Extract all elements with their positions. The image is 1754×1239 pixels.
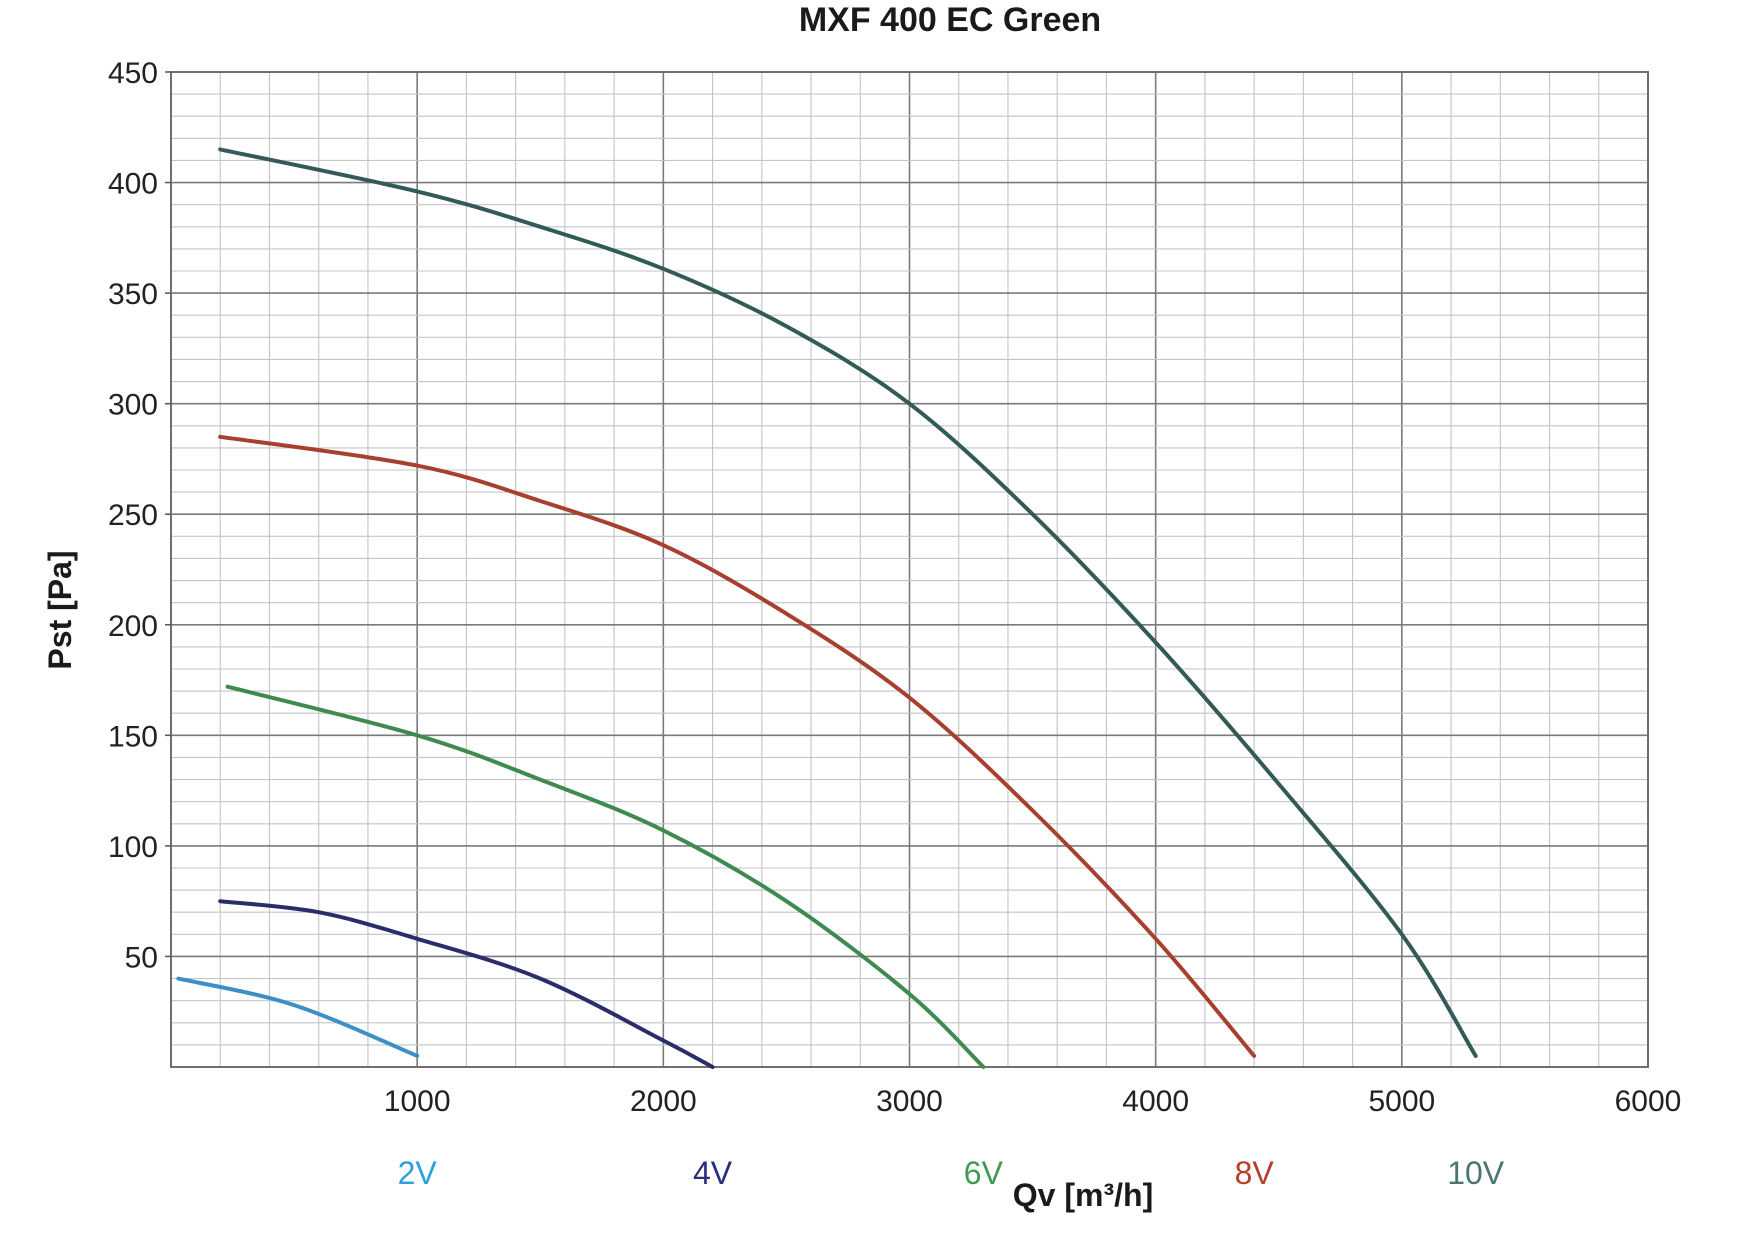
x-tick-label: 5000: [1368, 1085, 1435, 1118]
x-tick-label: 1000: [384, 1085, 451, 1118]
x-axis-ticks: 1000 2000 3000 4000 5000 6000: [384, 1085, 1682, 1118]
series-labels: 2V 4V 6V 8V 10V: [398, 1155, 1505, 1191]
x-tick-label: 6000: [1615, 1085, 1682, 1118]
y-axis-label: Pst [Pa]: [42, 550, 78, 669]
series-line-6V: [225, 684, 986, 1069]
x-tick-label: 2000: [630, 1085, 697, 1118]
grid: [170, 71, 1649, 1068]
y-tick-label: 150: [108, 720, 158, 753]
series-line-4V: [218, 899, 715, 1069]
series-label-6V: 6V: [964, 1155, 1004, 1191]
series-label-4V: 4V: [693, 1155, 733, 1191]
y-axis-ticks: 50 100 150 200 250 300 350 400 450: [108, 57, 171, 974]
y-tick-label: 100: [108, 831, 158, 864]
plot-frame: [170, 71, 1649, 1068]
series-label-10V: 10V: [1447, 1155, 1505, 1191]
series-line-10V: [218, 147, 1478, 1058]
x-tick-label: 4000: [1122, 1085, 1189, 1118]
x-tick-label: 3000: [876, 1085, 943, 1118]
fan-curves: [176, 147, 1478, 1069]
series-label-2V: 2V: [398, 1155, 438, 1191]
y-tick-label: 300: [108, 389, 158, 422]
y-tick-label: 400: [108, 168, 158, 201]
x-axis-label: Qv [m³/h]: [1013, 1177, 1153, 1213]
y-tick-label: 50: [125, 941, 158, 974]
y-tick-label: 350: [108, 278, 158, 311]
y-tick-label: 450: [108, 57, 158, 90]
chart-title: MXF 400 EC Green: [799, 1, 1101, 39]
series-line-8V: [218, 434, 1257, 1058]
y-tick-label: 200: [108, 610, 158, 643]
y-tick-label: 250: [108, 499, 158, 532]
series-label-8V: 8V: [1235, 1155, 1275, 1191]
series-line-2V: [176, 976, 420, 1058]
